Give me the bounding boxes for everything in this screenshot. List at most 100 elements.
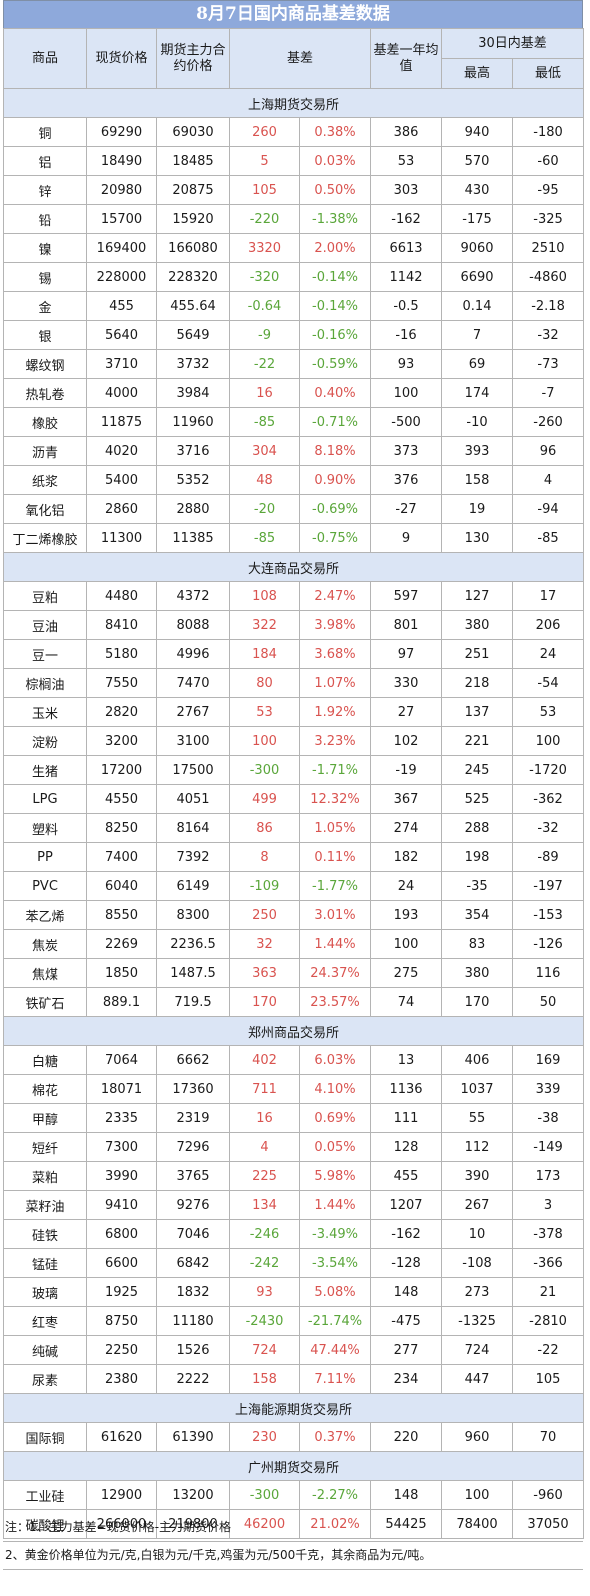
exchange-name: 郑州商品交易所 <box>2 1016 585 1046</box>
low-cell: -2.18 <box>512 291 585 321</box>
commodity-cell: 豆一 <box>3 639 87 669</box>
header-futures-price: 期货主力合约价格 <box>156 28 230 89</box>
basis-cell: 32 <box>229 929 300 959</box>
low-cell: 37050 <box>512 1509 585 1539</box>
table-row: 橡胶 11875 11960 -85 -0.71% -500 -10 -260 <box>3 407 585 437</box>
low-cell: 2510 <box>512 233 585 263</box>
basis-cell: 93 <box>229 1277 300 1307</box>
high-cell: -175 <box>441 204 514 234</box>
annual-avg-cell: 1136 <box>370 1074 443 1104</box>
table-row: 玉米 2820 2767 53 1.92% 27 137 53 <box>3 697 585 727</box>
basis-pct-cell: -0.75% <box>298 523 372 553</box>
table-row: 铜 69290 69030 260 0.38% 386 940 -180 <box>3 117 585 147</box>
annual-avg-cell: 367 <box>370 784 443 814</box>
table-row: 焦煤 1850 1487.5 363 24.37% 275 380 116 <box>3 958 585 988</box>
annual-avg-cell: 182 <box>370 842 443 872</box>
exchange-section-row: 大连商品交易所 <box>2 552 585 582</box>
spot-price-cell: 5640 <box>86 320 157 350</box>
spot-price-cell: 11300 <box>86 523 157 553</box>
basis-pct-cell: 3.98% <box>298 610 372 640</box>
annual-avg-cell: 6613 <box>370 233 443 263</box>
low-cell: 24 <box>512 639 585 669</box>
annual-avg-cell: 93 <box>370 349 443 379</box>
basis-pct-cell: 1.05% <box>298 813 372 843</box>
table-row: 生猪 17200 17500 -300 -1.71% -19 245 -1720 <box>3 755 585 785</box>
high-cell: 1037 <box>441 1074 514 1104</box>
low-cell: -4860 <box>512 262 585 292</box>
low-cell: -325 <box>512 204 585 234</box>
basis-cell: -85 <box>229 523 300 553</box>
basis-cell: 250 <box>229 900 300 930</box>
basis-pct-cell: -1.77% <box>298 871 372 901</box>
basis-pct-cell: 0.37% <box>298 1422 372 1452</box>
commodity-cell: 菜粕 <box>3 1161 87 1191</box>
commodity-cell: 苯乙烯 <box>3 900 87 930</box>
futures-price-cell: 17360 <box>156 1074 230 1104</box>
futures-price-cell: 4051 <box>156 784 230 814</box>
basis-cell: 8 <box>229 842 300 872</box>
spot-price-cell: 8250 <box>86 813 157 843</box>
table-row: 锡 228000 228320 -320 -0.14% 1142 6690 -4860 <box>3 262 585 292</box>
spot-price-cell: 7400 <box>86 842 157 872</box>
spot-price-cell: 8550 <box>86 900 157 930</box>
header-high: 最高 <box>441 58 514 89</box>
basis-pct-cell: 3.23% <box>298 726 372 756</box>
annual-avg-cell: 597 <box>370 581 443 611</box>
table-row: 铁矿石 889.1 719.5 170 23.57% 74 170 50 <box>3 987 585 1017</box>
spot-price-cell: 2335 <box>86 1103 157 1133</box>
commodity-cell: 氧化铝 <box>3 494 87 524</box>
table-row: 工业硅 12900 13200 -300 -2.27% 148 100 -960 <box>3 1480 585 1510</box>
basis-pct-cell: 24.37% <box>298 958 372 988</box>
basis-cell: -85 <box>229 407 300 437</box>
commodity-cell: 锌 <box>3 175 87 205</box>
spot-price-cell: 7300 <box>86 1132 157 1162</box>
high-cell: 218 <box>441 668 514 698</box>
basis-cell: -22 <box>229 349 300 379</box>
basis-cell: -109 <box>229 871 300 901</box>
spot-price-cell: 3200 <box>86 726 157 756</box>
high-cell: 406 <box>441 1045 514 1075</box>
commodity-cell: 金 <box>3 291 87 321</box>
table-row: LPG 4550 4051 499 12.32% 367 525 -362 <box>3 784 585 814</box>
basis-pct-cell: 6.03% <box>298 1045 372 1075</box>
annual-avg-cell: 24 <box>370 871 443 901</box>
commodity-cell: 银 <box>3 320 87 350</box>
basis-cell: 402 <box>229 1045 300 1075</box>
commodity-cell: 尿素 <box>3 1364 87 1394</box>
low-cell: 21 <box>512 1277 585 1307</box>
commodity-cell: 焦炭 <box>3 929 87 959</box>
basis-cell: -300 <box>229 755 300 785</box>
header-commodity: 商品 <box>3 28 87 89</box>
annual-avg-cell: 13 <box>370 1045 443 1075</box>
table-row: 豆粕 4480 4372 108 2.47% 597 127 17 <box>3 581 585 611</box>
table-row: 红枣 8750 11180 -2430 -21.74% -475 -1325 -2810 <box>3 1306 585 1336</box>
spot-price-cell: 4480 <box>86 581 157 611</box>
futures-price-cell: 2767 <box>156 697 230 727</box>
basis-pct-cell: 47.44% <box>298 1335 372 1365</box>
low-cell: 53 <box>512 697 585 727</box>
table-row: 国际铜 61620 61390 230 0.37% 220 960 70 <box>3 1422 585 1452</box>
table-row: 氧化铝 2860 2880 -20 -0.69% -27 19 -94 <box>3 494 585 524</box>
annual-avg-cell: 277 <box>370 1335 443 1365</box>
basis-pct-cell: -2.27% <box>298 1480 372 1510</box>
commodity-cell: 棕榈油 <box>3 668 87 698</box>
high-cell: 9060 <box>441 233 514 263</box>
high-cell: 940 <box>441 117 514 147</box>
futures-price-cell: 1526 <box>156 1335 230 1365</box>
high-cell: 83 <box>441 929 514 959</box>
basis-pct-cell: 0.90% <box>298 465 372 495</box>
spot-price-cell: 6600 <box>86 1248 157 1278</box>
exchange-name: 上海能源期货交易所 <box>2 1393 585 1423</box>
low-cell: 105 <box>512 1364 585 1394</box>
low-cell: -149 <box>512 1132 585 1162</box>
low-cell: 70 <box>512 1422 585 1452</box>
annual-avg-cell: 330 <box>370 668 443 698</box>
low-cell: -95 <box>512 175 585 205</box>
commodity-cell: 生猪 <box>3 755 87 785</box>
exchange-section-row: 郑州商品交易所 <box>2 1016 585 1046</box>
futures-price-cell: 3732 <box>156 349 230 379</box>
basis-cell: -0.64 <box>229 291 300 321</box>
basis-cell: 724 <box>229 1335 300 1365</box>
spot-price-cell: 8750 <box>86 1306 157 1336</box>
low-cell: 116 <box>512 958 585 988</box>
